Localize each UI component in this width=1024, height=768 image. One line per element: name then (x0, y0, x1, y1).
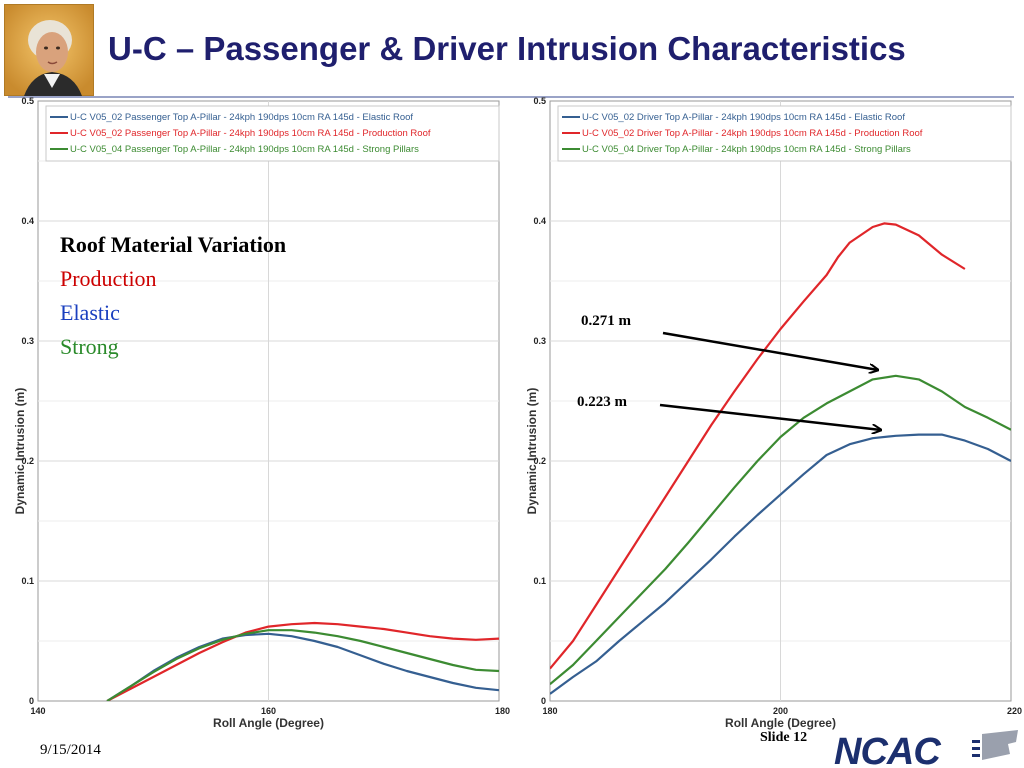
portrait-image (4, 4, 94, 96)
legend-entry: U-C V05_02 Driver Top A-Pillar - 24kph 1… (582, 112, 905, 123)
y-tick-label: 0.2 (21, 456, 34, 466)
footer-date: 9/15/2014 (40, 742, 101, 758)
roof-material-strong: Strong (60, 334, 119, 359)
legend-box (557, 105, 1012, 162)
roof-material-elastic: Elastic (60, 300, 120, 325)
chart-legend: U-C V05_02 Passenger Top A-Pillar - 24kp… (45, 105, 500, 162)
y-axis-title: Dynamic Intrusion (m) (13, 388, 27, 515)
y-tick-label: 0.1 (21, 576, 34, 586)
x-tick-label: 160 (261, 706, 276, 716)
y-tick-label: 0.4 (21, 216, 34, 226)
x-tick-label: 220 (1007, 706, 1022, 716)
ncac-logo: NCAC (834, 730, 1018, 768)
slide-title: U-C – Passenger & Driver Intrusion Chara… (108, 30, 906, 67)
driver-intrusion-chart: 0 0.1 0.2 0.3 0.4 0.5 180 200 220 Roll Angle (Deg… (525, 96, 1022, 730)
legend-entry: U-C V05_04 Passenger Top A-Pillar - 24kp… (70, 144, 419, 155)
y-tick-label: 0.3 (533, 336, 546, 346)
series-line-strong (550, 374, 1011, 686)
x-tick-label: 140 (30, 706, 45, 716)
y-tick-label: 0 (541, 696, 546, 706)
y-tick-label: 0 (29, 696, 34, 706)
x-tick-label: 180 (495, 706, 510, 716)
roof-material-production: Production (60, 266, 157, 291)
y-tick-label: 0.1 (533, 576, 546, 586)
series-line-elastic (550, 433, 1011, 695)
legend-box (45, 105, 500, 162)
series-line-production (106, 621, 499, 701)
y-tick-label: 0.4 (533, 216, 546, 226)
legend-entry: U-C V05_02 Passenger Top A-Pillar - 24kp… (70, 112, 413, 123)
x-tick-label: 180 (542, 706, 557, 716)
callout-peak-elastic: 0.223 m (577, 394, 627, 410)
legend-entry: U-C V05_02 Passenger Top A-Pillar - 24kp… (70, 128, 431, 139)
passenger-intrusion-chart: 0 0.1 0.2 0.3 0.4 0.5 140 160 180 Roll Angle (Deg… (13, 96, 510, 730)
legend-entry: U-C V05_04 Driver Top A-Pillar - 24kph 1… (582, 144, 911, 155)
callout-peak-strong: 0.271 m (581, 313, 631, 329)
roof-material-title: Roof Material Variation (60, 232, 287, 257)
legend-entry: U-C V05_02 Driver Top A-Pillar - 24kph 1… (582, 128, 923, 139)
roof-material-legend: Roof Material Variation Production Elast… (60, 228, 286, 364)
y-tick-label: 0.5 (533, 96, 546, 106)
x-axis-title: Roll Angle (Degree) (213, 716, 324, 730)
series-line-production (550, 222, 966, 670)
chart-legend: U-C V05_02 Driver Top A-Pillar - 24kph 1… (557, 105, 1012, 162)
slide-number: Slide 12 (760, 730, 808, 745)
x-axis-title: Roll Angle (Degree) (725, 716, 836, 730)
series-line-strong (106, 629, 499, 701)
y-tick-label: 0.2 (533, 456, 546, 466)
svg-text:NCAC: NCAC (834, 731, 941, 768)
y-tick-label: 0.5 (21, 96, 34, 106)
title-divider (8, 96, 1014, 98)
y-axis-title: Dynamic Intrusion (m) (525, 388, 539, 515)
x-tick-label: 200 (773, 706, 788, 716)
y-tick-label: 0.3 (21, 336, 34, 346)
